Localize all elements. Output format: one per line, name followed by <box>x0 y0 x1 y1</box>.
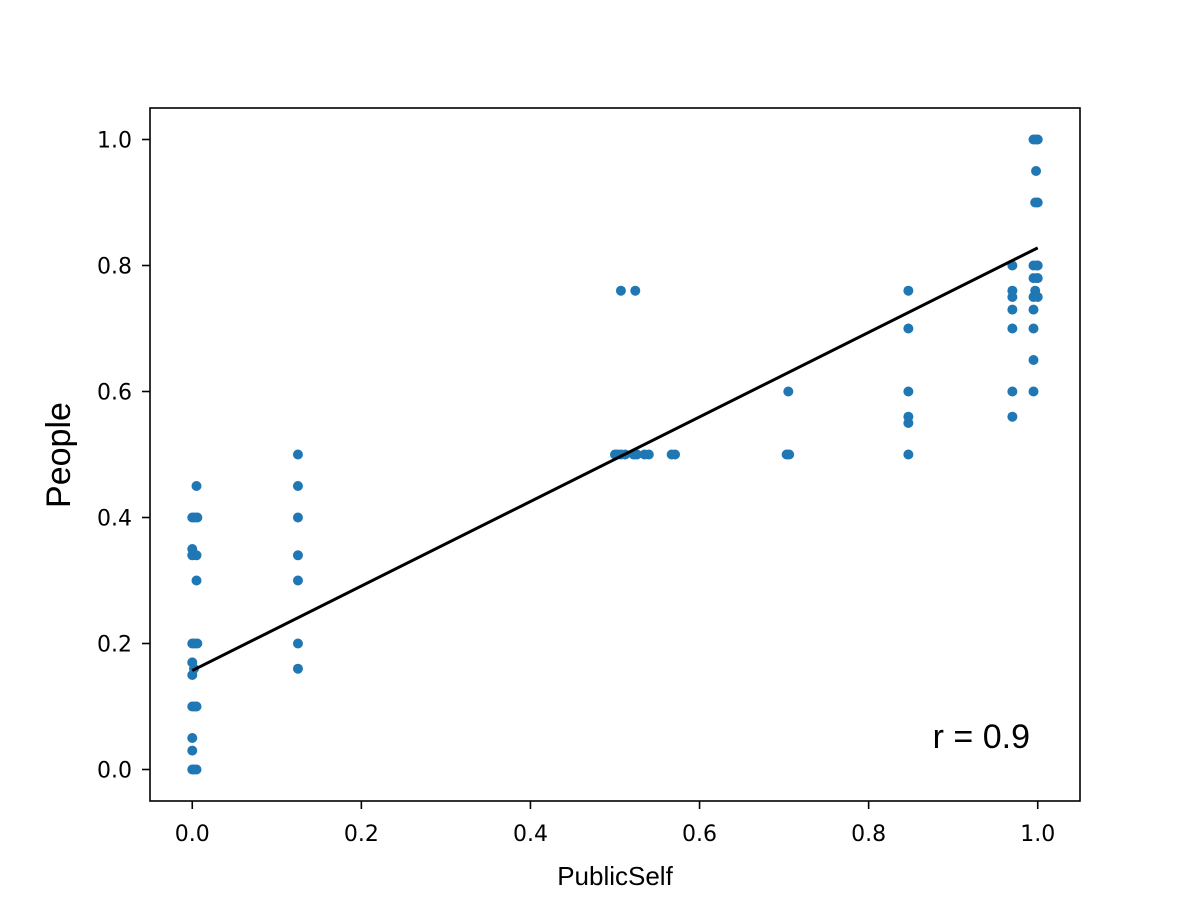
y-tick-label: 0.2 <box>97 633 132 658</box>
y-tick-label: 0.0 <box>97 759 132 784</box>
data-point <box>1032 273 1043 284</box>
data-point <box>784 449 795 460</box>
data-point <box>1032 134 1043 145</box>
y-tick-label: 0.6 <box>97 381 132 406</box>
data-point <box>783 386 794 397</box>
data-point <box>903 323 914 334</box>
x-axis-ticks: 0.0 0.2 0.4 0.6 0.8 1.0 <box>175 801 1055 847</box>
data-point <box>903 285 914 296</box>
data-point <box>630 285 641 296</box>
data-point <box>670 449 681 460</box>
data-point <box>903 449 914 460</box>
data-point <box>615 285 626 296</box>
data-point <box>191 575 202 586</box>
data-point <box>1032 292 1043 302</box>
data-point <box>1007 304 1018 315</box>
x-tick-label: 0.6 <box>682 822 717 847</box>
x-tick-label: 0.0 <box>175 822 210 847</box>
data-point <box>292 449 303 460</box>
regression-line <box>191 246 1039 672</box>
regression-line-group <box>191 246 1039 672</box>
y-tick-label: 0.4 <box>97 507 132 532</box>
data-point <box>191 701 202 712</box>
data-point <box>187 745 198 756</box>
data-point <box>292 638 303 649</box>
x-tick-label: 0.8 <box>851 822 886 847</box>
data-point <box>903 386 914 397</box>
y-axis-label: People <box>40 402 78 508</box>
data-point <box>187 733 198 743</box>
data-point <box>292 575 303 586</box>
data-point <box>292 550 303 561</box>
data-point <box>1028 304 1039 315</box>
data-point <box>187 544 198 554</box>
y-tick-label: 1.0 <box>97 129 132 154</box>
data-point <box>631 449 642 460</box>
data-point <box>187 657 198 668</box>
data-point <box>192 638 203 649</box>
y-axis-ticks: 0.0 0.2 0.4 0.6 0.8 1.0 <box>97 129 150 784</box>
data-point <box>1007 285 1018 296</box>
data-point <box>292 512 303 523</box>
plot-frame <box>149 107 1081 802</box>
data-point <box>1007 323 1018 334</box>
data-point <box>1031 166 1042 176</box>
y-tick-label: 0.8 <box>97 255 132 280</box>
data-point <box>292 481 303 491</box>
x-axis-label: PublicSelf <box>557 861 673 891</box>
data-point <box>643 449 654 460</box>
data-points <box>187 134 1043 775</box>
data-point <box>292 663 303 674</box>
data-point <box>192 512 203 523</box>
data-point <box>1028 355 1039 365</box>
correlation-annotation: r = 0.9 <box>933 718 1030 756</box>
data-point <box>191 481 202 491</box>
x-tick-label: 0.4 <box>513 822 548 847</box>
x-tick-label: 0.2 <box>344 822 379 847</box>
data-point <box>1028 386 1039 397</box>
x-tick-label: 1.0 <box>1020 822 1055 847</box>
data-point <box>903 411 914 422</box>
data-point <box>191 764 202 775</box>
data-point <box>1032 260 1043 271</box>
data-point <box>1032 197 1043 208</box>
data-point <box>1007 411 1018 422</box>
data-point <box>1007 386 1018 397</box>
data-point <box>1028 323 1039 334</box>
